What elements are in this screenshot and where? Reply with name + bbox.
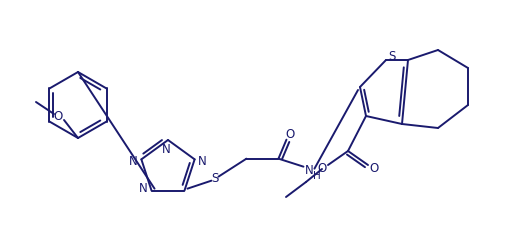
- Text: N: N: [139, 182, 148, 195]
- Text: O: O: [286, 128, 295, 141]
- Text: N: N: [162, 143, 171, 156]
- Text: N: N: [129, 155, 138, 168]
- Text: O: O: [369, 161, 379, 174]
- Text: S: S: [388, 49, 396, 62]
- Text: O: O: [54, 110, 62, 122]
- Text: N: N: [305, 164, 314, 177]
- Text: N: N: [198, 155, 207, 168]
- Text: H: H: [313, 171, 320, 181]
- Text: O: O: [317, 161, 327, 174]
- Text: S: S: [211, 172, 218, 185]
